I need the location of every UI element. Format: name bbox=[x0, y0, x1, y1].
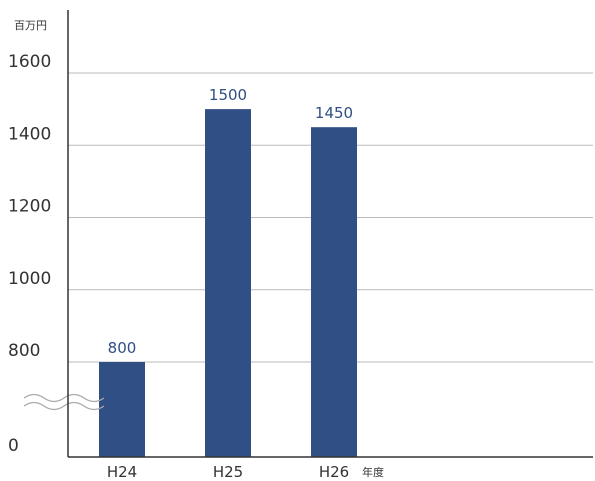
break-wave-2 bbox=[23, 401, 105, 411]
x-tick-label-H24: H24 bbox=[107, 463, 137, 481]
x-axis-unit-label: 年度 bbox=[362, 465, 384, 479]
axis-break-mark bbox=[23, 393, 105, 411]
y-tick-label-800: 800 bbox=[8, 341, 40, 361]
value-label-H24: 800 bbox=[108, 339, 137, 357]
y-tick-label-1000: 1000 bbox=[8, 269, 51, 289]
value-labels: 800 1500 1450 bbox=[108, 86, 353, 357]
y-tick-label-1200: 1200 bbox=[8, 197, 51, 217]
y-tick-label-0: 0 bbox=[8, 436, 19, 456]
x-category-labels: H24 H25 H26 bbox=[107, 463, 349, 481]
y-axis-unit-label: 百万円 bbox=[14, 19, 47, 32]
break-wave-1 bbox=[23, 393, 105, 403]
x-tick-label-H25: H25 bbox=[213, 463, 243, 481]
value-label-H25: 1500 bbox=[209, 86, 247, 104]
y-tick-label-1400: 1400 bbox=[8, 124, 51, 144]
y-tick-labels: 0 800 1000 1200 1400 1600 bbox=[8, 52, 51, 456]
bar-H26 bbox=[311, 127, 357, 457]
bar-H24 bbox=[99, 362, 145, 457]
y-tick-label-1600: 1600 bbox=[8, 52, 51, 72]
bars bbox=[99, 109, 357, 457]
value-label-H26: 1450 bbox=[315, 104, 353, 122]
bar-H25 bbox=[205, 109, 251, 457]
x-tick-label-H26: H26 bbox=[319, 463, 349, 481]
